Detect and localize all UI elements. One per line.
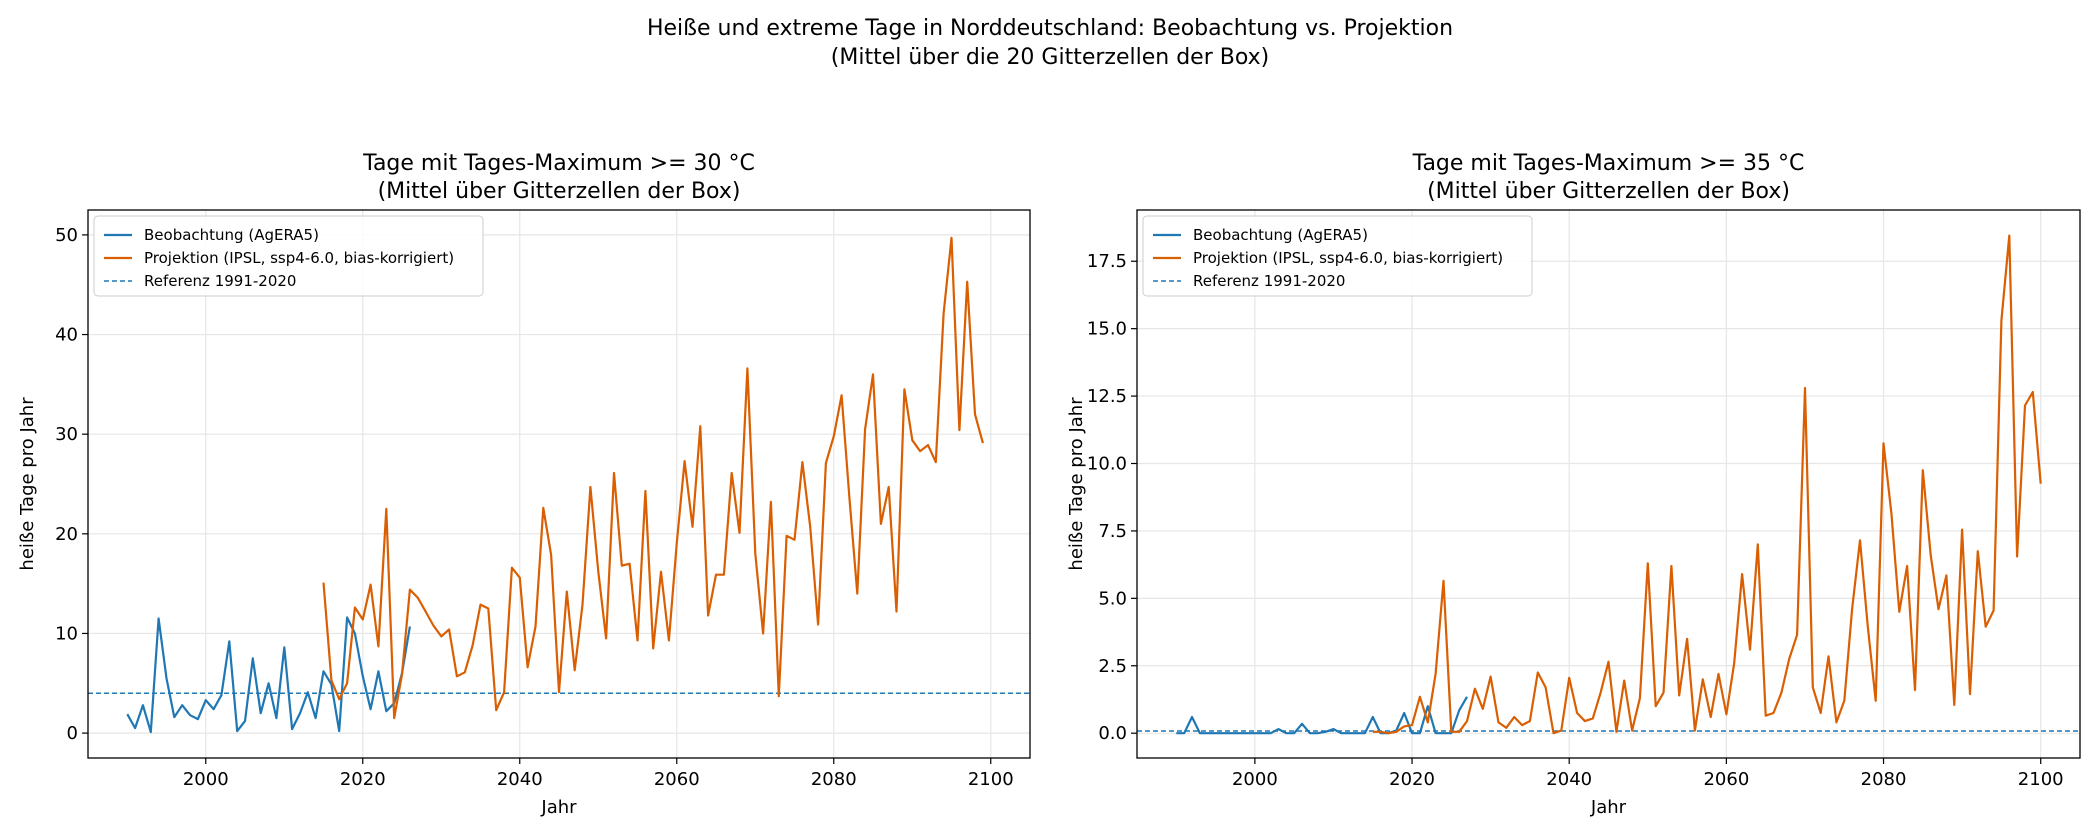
y-tick-label: 30	[55, 424, 78, 445]
figure-suptitle: Heiße und extreme Tage in Norddeutschlan…	[0, 14, 2100, 72]
series-observation-line	[126, 616, 411, 734]
y-tick-label: 40	[55, 325, 78, 346]
suptitle-line-2: (Mittel über die 20 Gitterzellen der Box…	[830, 45, 1270, 70]
y-tick-label: 7.5	[1098, 521, 1127, 542]
legend: Beobachtung (AgERA5) Projektion (IPSL, ss…	[93, 215, 484, 297]
legend-label: Projektion (IPSL, ssp4-6.0, bias-korrigi…	[1193, 249, 1503, 267]
axes-frame	[87, 209, 1031, 759]
series-projection-line	[1372, 234, 2042, 735]
x-tick-label: 2080	[811, 769, 857, 790]
legend-label: Beobachtung (AgERA5)	[1193, 226, 1368, 244]
y-axis-label: heiße Tage pro Jahr	[17, 397, 38, 571]
x-tick-label: 2080	[1861, 769, 1907, 790]
legend-label: Referenz 1991-2020	[1193, 272, 1345, 290]
x-tick-label: 2000	[1232, 769, 1278, 790]
y-tick-label: 12.5	[1087, 386, 1127, 407]
chart-panel-2: Tage mit Tages-Maximum >= 35 °C (Mittel ü…	[1066, 151, 2081, 818]
x-axis-label: Jahr	[540, 797, 577, 818]
x-axis-label: Jahr	[1590, 797, 1627, 818]
x-tick-label: 2000	[183, 769, 229, 790]
x-tick-label: 2020	[1389, 769, 1435, 790]
series-observation-line	[1176, 696, 1468, 735]
x-tick-label: 2040	[1546, 769, 1592, 790]
panel-title-line-1: Tage mit Tages-Maximum >= 30 °C	[362, 151, 755, 176]
legend-label: Referenz 1991-2020	[144, 272, 296, 290]
panel-title-line-2: (Mittel über Gitterzellen der Box)	[378, 179, 741, 204]
x-tick-label: 2040	[497, 769, 543, 790]
x-tick-label: 2020	[340, 769, 386, 790]
chart-panel-1: Tage mit Tages-Maximum >= 30 °C (Mittel ü…	[17, 151, 1031, 818]
panel-title-line-2: (Mittel über Gitterzellen der Box)	[1427, 179, 1790, 204]
y-tick-label: 10.0	[1087, 454, 1127, 475]
panel-title-line-1: Tage mit Tages-Maximum >= 35 °C	[1412, 151, 1805, 176]
x-tick-label: 2060	[1703, 769, 1749, 790]
y-tick-label: 0.0	[1098, 723, 1127, 744]
legend-label: Beobachtung (AgERA5)	[144, 226, 319, 244]
x-tick-label: 2100	[968, 769, 1014, 790]
x-tick-label: 2060	[654, 769, 700, 790]
y-tick-label: 0	[67, 723, 78, 744]
y-tick-label: 10	[55, 623, 78, 644]
y-tick-label: 5.0	[1098, 588, 1127, 609]
axes-frame	[1136, 209, 2081, 759]
legend-box	[93, 215, 484, 297]
y-tick-label: 17.5	[1087, 251, 1127, 272]
series-projection-line	[322, 236, 984, 720]
y-tick-label: 50	[55, 225, 78, 246]
legend: Beobachtung (AgERA5) Projektion (IPSL, ss…	[1142, 215, 1533, 297]
suptitle-line-1: Heiße und extreme Tage in Norddeutschlan…	[646, 16, 1454, 41]
y-tick-label: 20	[55, 524, 78, 545]
y-tick-label: 2.5	[1098, 656, 1127, 677]
legend-box	[1142, 215, 1533, 297]
y-axis-label: heiße Tage pro Jahr	[1066, 397, 1087, 571]
y-tick-label: 15.0	[1087, 319, 1127, 340]
legend-label: Projektion (IPSL, ssp4-6.0, bias-korrigi…	[144, 249, 454, 267]
x-tick-label: 2100	[2018, 769, 2064, 790]
